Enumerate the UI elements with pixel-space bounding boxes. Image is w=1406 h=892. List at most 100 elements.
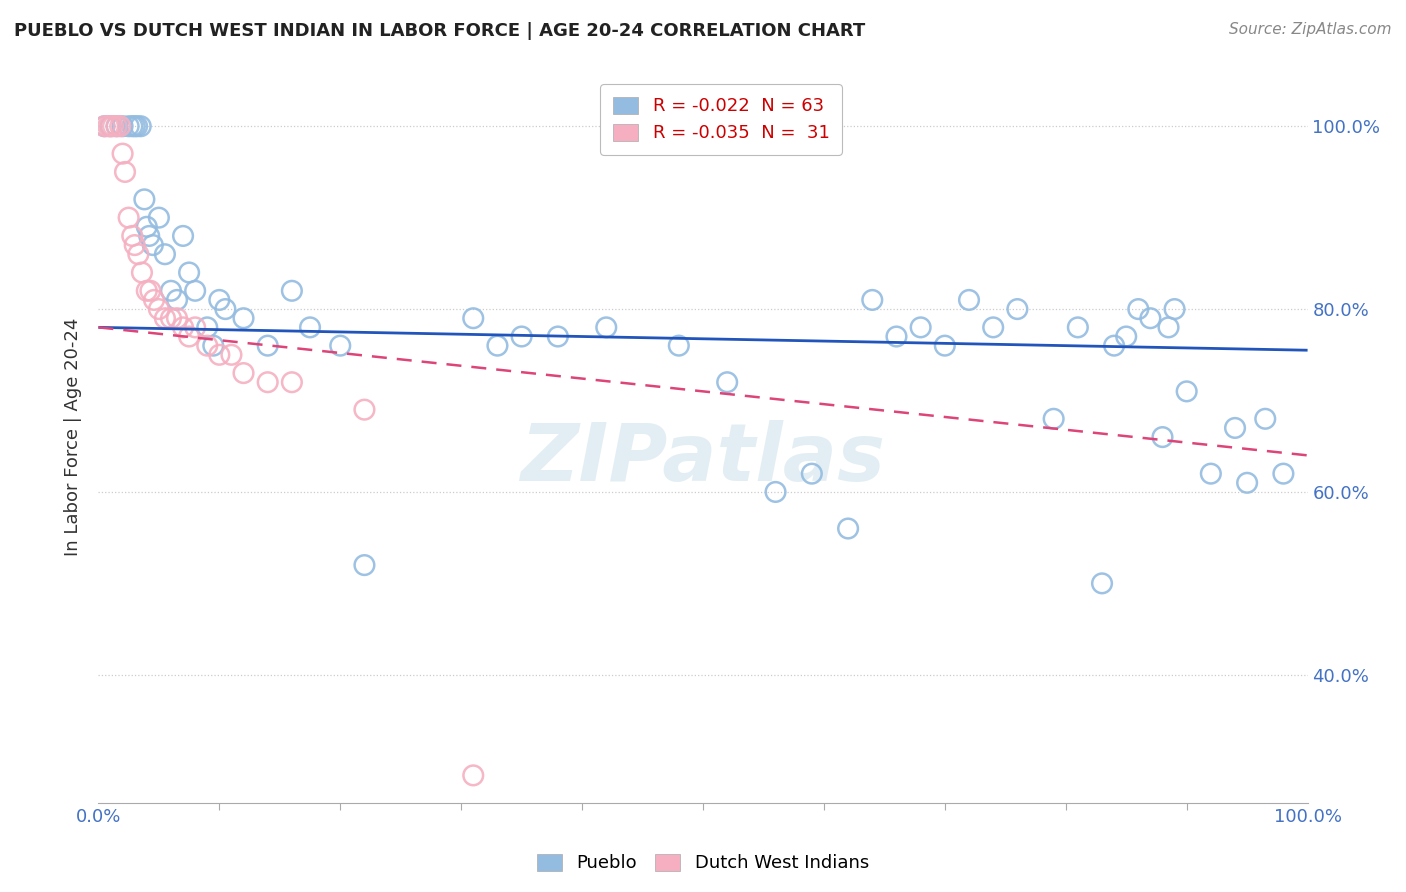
Point [195, 320, 218, 334]
Point [463, 768, 485, 782]
Point [837, 521, 859, 535]
Point [172, 228, 194, 243]
Point [1152, 430, 1174, 444]
Point [148, 301, 170, 317]
Point [1042, 412, 1064, 426]
Point [353, 558, 375, 573]
Text: Source: ZipAtlas.com: Source: ZipAtlas.com [1229, 22, 1392, 37]
Point [172, 320, 194, 334]
Point [329, 338, 352, 352]
Point [166, 311, 188, 326]
Point [105, 119, 128, 133]
Point [1163, 301, 1185, 317]
Point [118, 211, 141, 225]
Point [934, 338, 956, 352]
Point [111, 119, 134, 133]
Point [134, 192, 156, 206]
Point [142, 238, 165, 252]
Point [100, 119, 122, 133]
Point [138, 228, 160, 243]
Point [100, 119, 122, 133]
Text: PUEBLO VS DUTCH WEST INDIAN IN LABOR FORCE | AGE 20-24 CORRELATION CHART: PUEBLO VS DUTCH WEST INDIAN IN LABOR FOR… [14, 22, 865, 40]
Y-axis label: In Labor Force | Age 20-24: In Labor Force | Age 20-24 [63, 318, 82, 557]
Point [208, 293, 231, 307]
Point [547, 329, 569, 343]
Point [195, 338, 218, 352]
Point [232, 366, 254, 380]
Point [886, 329, 908, 343]
Point [981, 320, 1004, 334]
Point [208, 348, 231, 362]
Point [135, 284, 157, 298]
Point [101, 119, 124, 133]
Point [1102, 338, 1125, 352]
Point [114, 165, 136, 179]
Point [1272, 467, 1295, 481]
Point [1091, 576, 1114, 591]
Point [800, 467, 823, 481]
Point [668, 338, 690, 352]
Point [1254, 412, 1277, 426]
Legend: R = -0.022  N = 63, R = -0.035  N =  31: R = -0.022 N = 63, R = -0.035 N = 31 [600, 84, 842, 155]
Point [1199, 467, 1222, 481]
Point [179, 266, 201, 280]
Point [353, 402, 375, 417]
Point [124, 119, 146, 133]
Point [105, 119, 128, 133]
Point [153, 247, 176, 261]
Point [910, 320, 932, 334]
Point [1139, 311, 1161, 326]
Point [1067, 320, 1090, 334]
Point [129, 119, 152, 133]
Point [160, 311, 183, 326]
Point [256, 375, 278, 389]
Point [93, 119, 115, 133]
Point [221, 348, 243, 362]
Point [281, 375, 304, 389]
Point [860, 293, 883, 307]
Point [111, 146, 134, 161]
Point [148, 211, 170, 225]
Point [121, 228, 143, 243]
Point [1157, 320, 1180, 334]
Point [184, 284, 207, 298]
Point [299, 320, 322, 334]
Point [595, 320, 617, 334]
Point [1128, 301, 1150, 317]
Point [153, 311, 176, 326]
Point [118, 119, 141, 133]
Point [716, 375, 738, 389]
Point [93, 119, 115, 133]
Point [281, 284, 304, 298]
Point [510, 329, 533, 343]
Point [97, 119, 120, 133]
Point [184, 320, 207, 334]
Point [1223, 421, 1246, 435]
Point [121, 119, 143, 133]
Point [166, 293, 188, 307]
Point [765, 485, 787, 500]
Point [214, 301, 236, 317]
Point [127, 119, 149, 133]
Point [463, 311, 485, 326]
Point [202, 338, 225, 352]
Point [131, 266, 153, 280]
Point [256, 338, 278, 352]
Point [1175, 384, 1198, 399]
Point [160, 284, 183, 298]
Point [1007, 301, 1029, 317]
Point [957, 293, 980, 307]
Point [232, 311, 254, 326]
Point [127, 247, 149, 261]
Point [1115, 329, 1137, 343]
Point [179, 329, 201, 343]
Text: ZIPatlas: ZIPatlas [520, 420, 886, 498]
Legend: Pueblo, Dutch West Indians: Pueblo, Dutch West Indians [530, 847, 876, 880]
Point [143, 293, 166, 307]
Point [135, 219, 157, 234]
Point [139, 284, 162, 298]
Point [486, 338, 509, 352]
Point [124, 238, 146, 252]
Point [1236, 475, 1258, 490]
Point [108, 119, 131, 133]
